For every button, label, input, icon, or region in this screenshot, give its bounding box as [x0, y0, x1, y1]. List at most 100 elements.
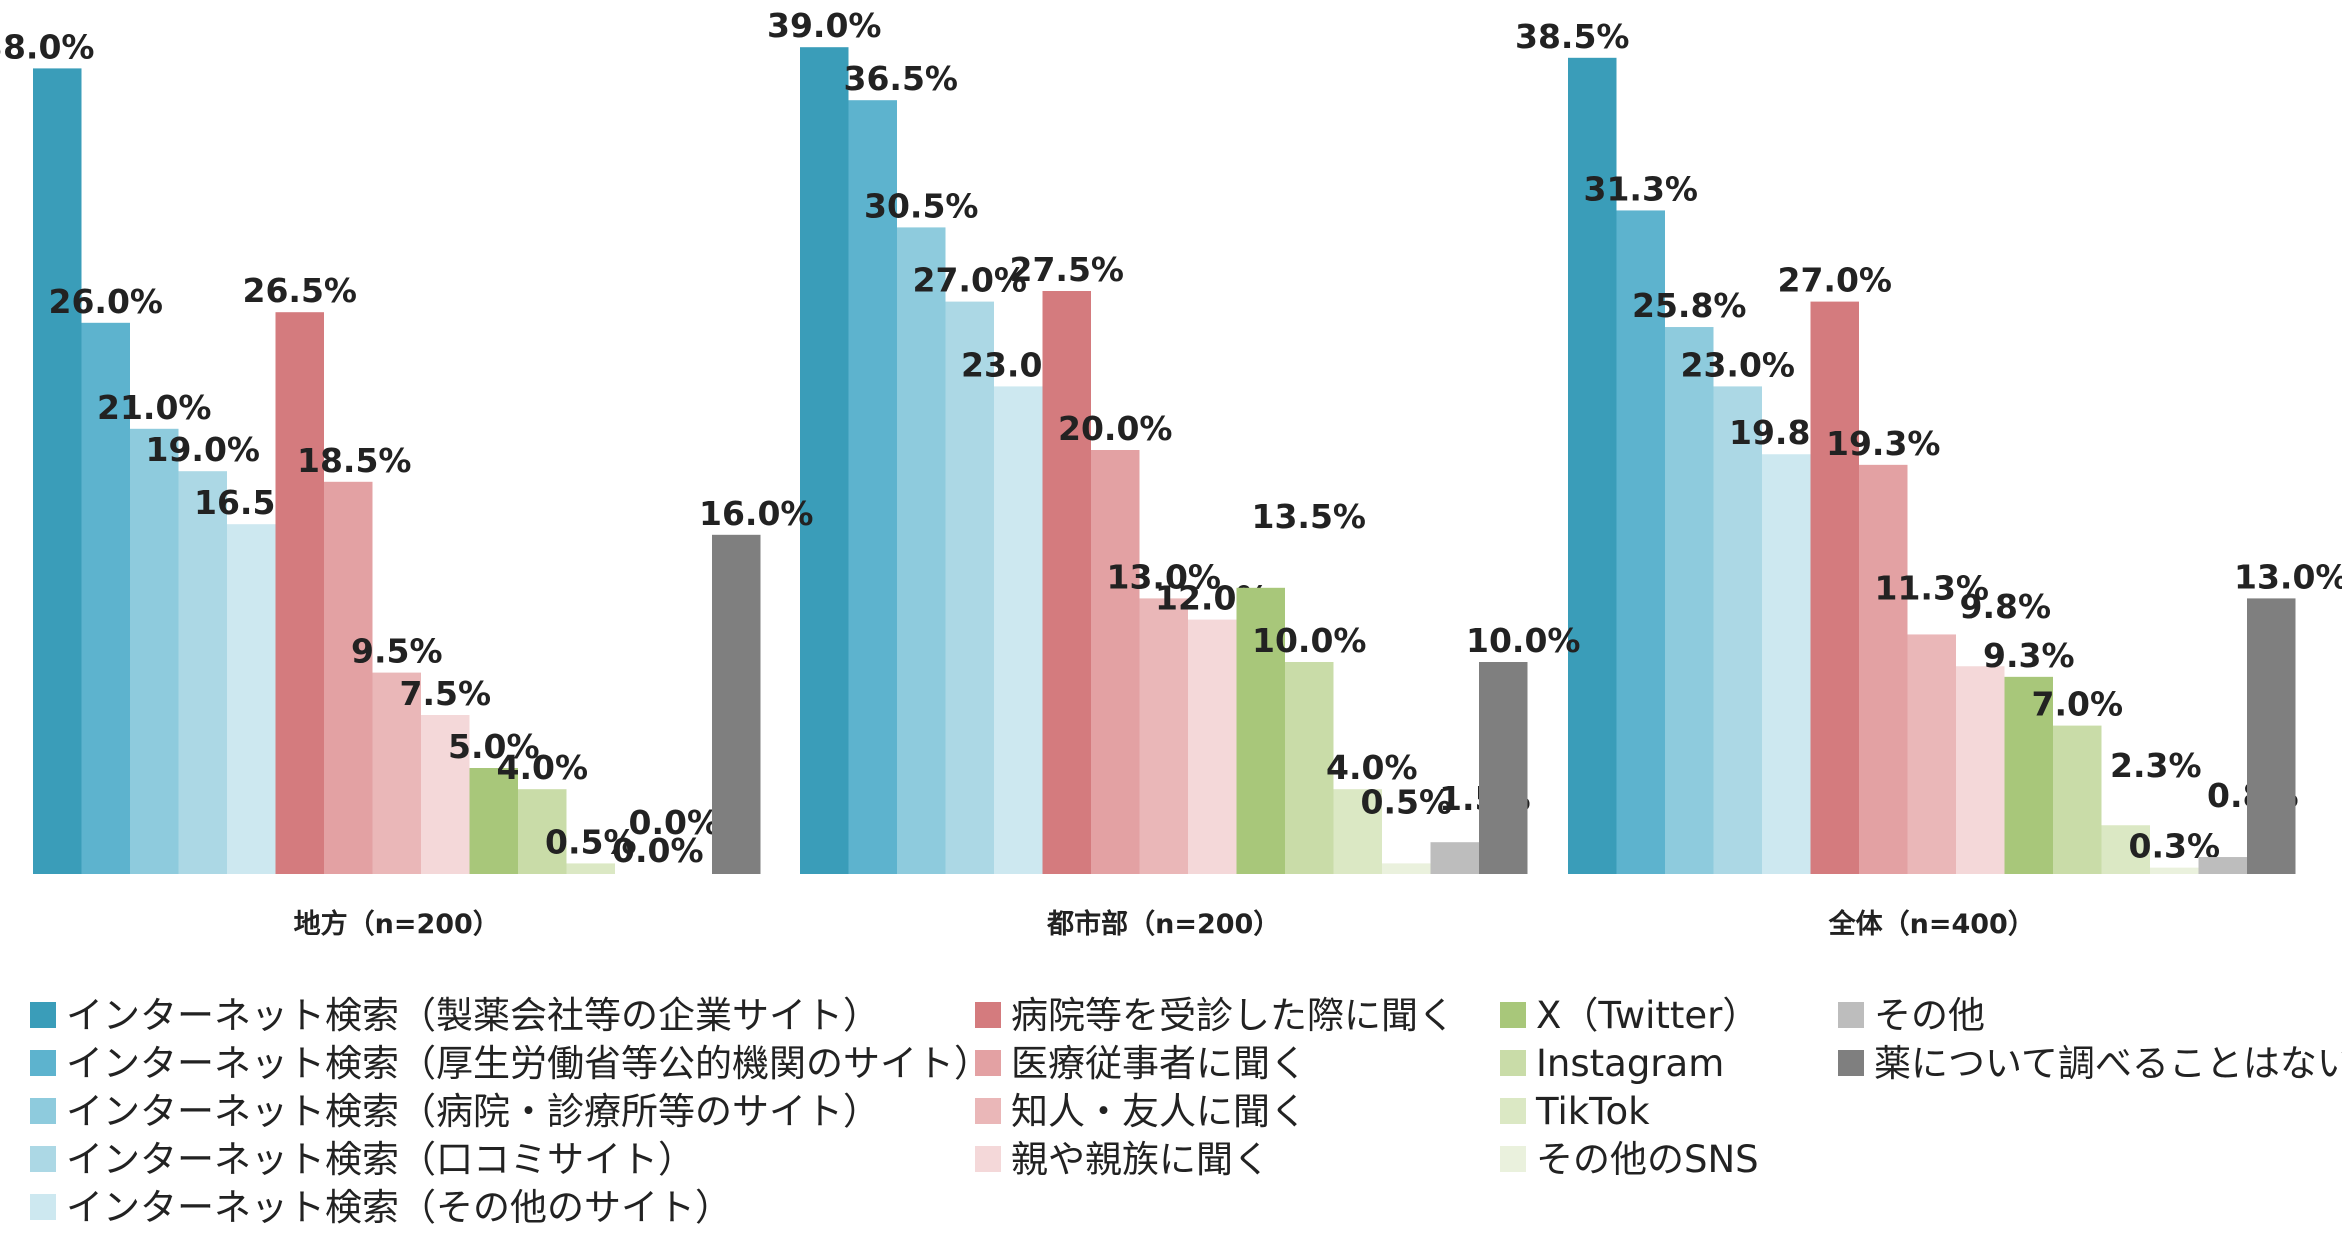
legend-label-6: 病院等を受診した際に聞く [1011, 994, 1455, 1037]
value-label-g3-s6: 27.0% [1778, 261, 1893, 300]
value-label-g1-s3: 21.0% [97, 388, 212, 427]
legend-label-14: その他 [1874, 994, 1985, 1037]
bar-g3-s6 [1810, 301, 1859, 875]
value-label-g1-s4: 19.0% [146, 430, 261, 469]
bar-g3-s2 [1616, 210, 1665, 874]
value-label-g3-s7: 19.3% [1826, 424, 1941, 463]
bar-g3-s8 [1907, 634, 1956, 874]
value-label-g1-s7: 18.5% [297, 441, 412, 480]
value-label-g1-s11: 4.0% [496, 748, 588, 787]
group-label-3: 全体（n=400） [1828, 908, 2035, 940]
value-label-g2-s12: 4.0% [1326, 748, 1418, 787]
value-label-g3-s2: 31.3% [1584, 169, 1699, 208]
bar-g2-s15 [1479, 662, 1528, 874]
bar-g3-s13 [2150, 867, 2199, 874]
legend-swatch-5 [30, 1194, 56, 1220]
bar-g2-s2 [848, 100, 897, 874]
value-label-g2-s13: 0.5% [1360, 782, 1452, 821]
bar-g1-s5 [227, 524, 276, 874]
value-label-g1-s14: 0.0% [612, 831, 704, 870]
legend-swatch-1 [30, 1002, 56, 1028]
value-label-g3-s9: 9.8% [1959, 587, 2051, 626]
legend-label-1: インターネット検索（製薬会社等の企業サイト） [66, 994, 880, 1037]
legend-label-2: インターネット検索（厚生労働省等公的機関のサイト） [66, 1042, 991, 1085]
bar-g1-s1 [33, 68, 82, 874]
bar-g1-s4 [178, 471, 227, 874]
bar-g3-s15 [2247, 598, 2296, 874]
value-label-g2-s2: 36.5% [844, 59, 959, 98]
legend-swatch-3 [30, 1098, 56, 1124]
legend-label-4: インターネット検索（口コミサイト） [66, 1138, 695, 1181]
bar-g2-s3 [897, 227, 946, 874]
bar-g1-s12 [566, 863, 615, 874]
value-label-g2-s7: 20.0% [1058, 409, 1173, 448]
legend-label-15: 薬について調べることはない [1874, 1042, 2342, 1085]
value-label-g1-s1: 38.0% [0, 27, 95, 66]
legend-swatch-9 [975, 1146, 1001, 1172]
value-label-g3-s3: 25.8% [1632, 286, 1747, 325]
bar-g3-s3 [1665, 327, 1714, 874]
value-label-g2-s3: 30.5% [864, 186, 979, 225]
group-label-2: 都市部（n=200） [1046, 908, 1280, 940]
legend-swatch-4 [30, 1146, 56, 1172]
bar-g3-s14 [2198, 857, 2247, 874]
group-label-1: 地方（n=200） [294, 908, 500, 940]
value-label-g3-s15: 13.0% [2234, 557, 2342, 596]
bar-g3-s10 [2004, 676, 2053, 874]
bar-g3-s12 [2101, 825, 2150, 874]
legend-label-8: 知人・友人に聞く [1011, 1090, 1307, 1133]
bar-g3-s1 [1568, 57, 1617, 875]
bar-g1-s8 [372, 672, 421, 874]
bar-g2-s10 [1236, 587, 1285, 874]
bar-g1-s9 [421, 715, 470, 874]
bar-g1-s7 [324, 481, 373, 874]
legend-swatch-7 [975, 1050, 1001, 1076]
value-label-g1-s6: 26.5% [243, 271, 358, 310]
legend-label-3: インターネット検索（病院・診療所等のサイト） [66, 1090, 880, 1133]
legend-label-12: TikTok [1535, 1090, 1650, 1133]
bar-g1-s11 [518, 789, 567, 874]
value-label-g2-s6: 27.5% [1010, 250, 1125, 289]
legend-swatch-11 [1500, 1050, 1526, 1076]
bar-g3-s11 [2053, 725, 2102, 874]
value-label-g2-s10: 13.5% [1252, 497, 1367, 536]
plot-area: 38.0% 39.0% 38.5% 26.0% 36.5% 31.3% 21.0% 30.5%… [0, 6, 2342, 940]
legend-swatch-14 [1838, 1002, 1864, 1028]
legend-label-11: Instagram [1536, 1042, 1724, 1085]
bar-g2-s7 [1091, 450, 1140, 874]
value-label-g2-s8: 13.0% [1107, 557, 1222, 596]
legend-swatch-13 [1500, 1146, 1526, 1172]
bar-g2-s13 [1382, 863, 1431, 874]
bar-g2-s9 [1188, 619, 1237, 874]
value-label-g3-s4: 23.0% [1681, 345, 1796, 384]
bar-g1-s10 [469, 768, 518, 874]
bar-g1-s2 [81, 322, 130, 874]
legend-swatch-8 [975, 1098, 1001, 1124]
value-label-g3-s11: 7.0% [2031, 685, 2123, 724]
value-label-g2-s1: 39.0% [767, 6, 882, 45]
legend-label-10: X（Twitter） [1536, 994, 1759, 1037]
legend: インターネット検索（製薬会社等の企業サイト） インターネット検索（厚生労働省等公的… [30, 994, 2342, 1229]
legend-swatch-12 [1500, 1098, 1526, 1124]
bar-g3-s9 [1956, 666, 2005, 874]
bar-g3-s4 [1713, 386, 1762, 874]
value-label-g1-s12: 0.5% [545, 822, 637, 861]
bar-g2-s14 [1430, 842, 1479, 874]
value-label-g1-s13: 0.0% [628, 803, 720, 842]
value-label-g1-s10: 5.0% [448, 727, 540, 766]
legend-label-5: インターネット検索（その他のサイト） [66, 1186, 732, 1229]
value-label-g3-s1: 38.5% [1515, 17, 1630, 56]
legend-swatch-2 [30, 1050, 56, 1076]
legend-label-7: 医療従事者に聞く [1011, 1042, 1307, 1085]
value-label-g3-s12: 2.3% [2110, 746, 2202, 785]
value-label-g1-s9: 7.5% [399, 674, 491, 713]
bar-g2-s6 [1042, 291, 1091, 874]
bar-g3-s5 [1762, 454, 1811, 874]
legend-label-13: その他のSNS [1536, 1138, 1759, 1181]
bar-g1-s15 [712, 534, 761, 874]
bar-g2-s11 [1285, 662, 1334, 874]
bar-g1-s3 [130, 428, 179, 874]
value-label-g1-s15: 16.0% [699, 494, 814, 533]
bar-g1-s6 [275, 312, 324, 874]
